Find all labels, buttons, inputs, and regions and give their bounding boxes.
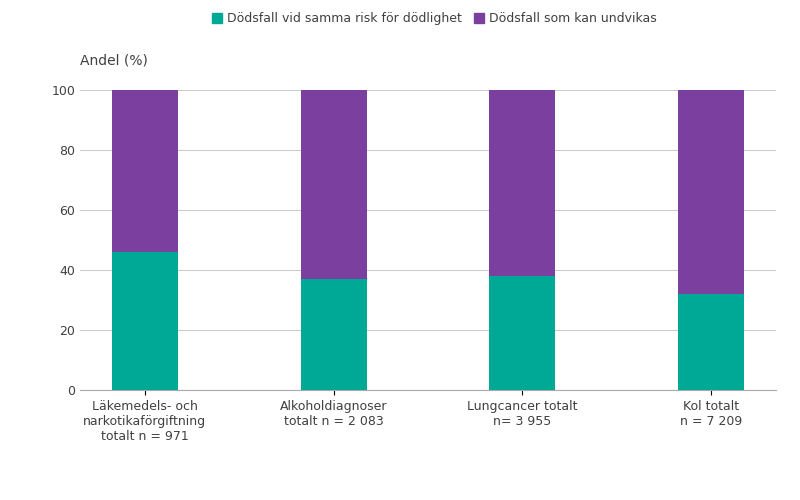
Text: Andel (%): Andel (%)	[80, 53, 148, 67]
Bar	[490, 276, 555, 390]
Bar	[301, 279, 366, 390]
Bar	[678, 90, 744, 294]
Bar	[112, 90, 178, 252]
Bar	[301, 90, 366, 279]
Bar	[112, 252, 178, 390]
Bar	[490, 90, 555, 276]
Bar	[678, 294, 744, 390]
Legend: Dödsfall vid samma risk för dödlighet, Dödsfall som kan undvikas: Dödsfall vid samma risk för dödlighet, D…	[211, 12, 657, 25]
